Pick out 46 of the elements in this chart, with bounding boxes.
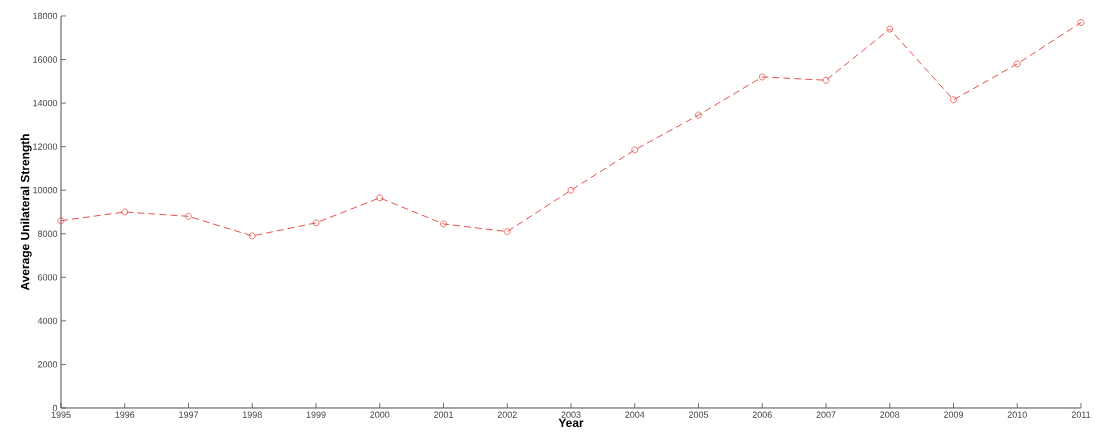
x-tick-label: 2004: [625, 411, 645, 418]
point: [631, 146, 639, 154]
y-tick-label: 10000: [33, 187, 58, 194]
x-tick-label: 1999: [306, 411, 326, 418]
x-tick-label: 2002: [497, 411, 517, 418]
point: [1013, 60, 1021, 68]
y-tick-label: 12000: [33, 143, 58, 150]
point: [695, 111, 702, 119]
x-tick-label: 2006: [752, 411, 772, 418]
y-tick-label: 18000: [33, 12, 58, 20]
x-tick-label: 2011: [1071, 411, 1091, 418]
point: [822, 76, 830, 84]
point: [185, 212, 192, 220]
y-tick-label: 4000: [37, 317, 58, 325]
x-tick-label: 2008: [880, 411, 900, 418]
point: [1077, 19, 1085, 26]
point: [57, 217, 65, 225]
point: [886, 25, 894, 33]
x-tick-label: 2007: [816, 411, 836, 418]
x-axis-title: Year: [558, 418, 584, 428]
x-tick-label: 1998: [242, 411, 262, 418]
point: [121, 208, 129, 216]
x-tick-label: 1997: [179, 411, 199, 418]
point: [567, 186, 575, 194]
x-tick-label: 2001: [433, 411, 454, 418]
x-tick-label: 2003: [561, 411, 581, 418]
point: [503, 228, 511, 235]
point: [440, 220, 447, 228]
point: [312, 219, 320, 227]
point: [376, 194, 384, 202]
point: [758, 73, 766, 81]
y-tick-label: 6000: [38, 274, 58, 281]
y-tick-label: 16000: [33, 56, 58, 63]
point: [950, 96, 957, 104]
x-tick-label: 2009: [943, 411, 964, 418]
x-tick-label: 2005: [688, 411, 709, 418]
y-tick-label: 8000: [37, 230, 58, 237]
y-tick-label: 2000: [38, 361, 58, 368]
point: [248, 232, 256, 240]
y-axis-title: Average Unilateral Strength: [20, 134, 32, 291]
y-tick-label: 14000: [33, 99, 58, 107]
x-tick-label: 1995: [51, 411, 71, 418]
y-tick-label: 0: [52, 404, 58, 412]
x-tick-label: 2000: [370, 411, 390, 418]
x-tick-label: 1996: [115, 411, 135, 418]
x-tick-label: 2010: [1007, 411, 1027, 418]
